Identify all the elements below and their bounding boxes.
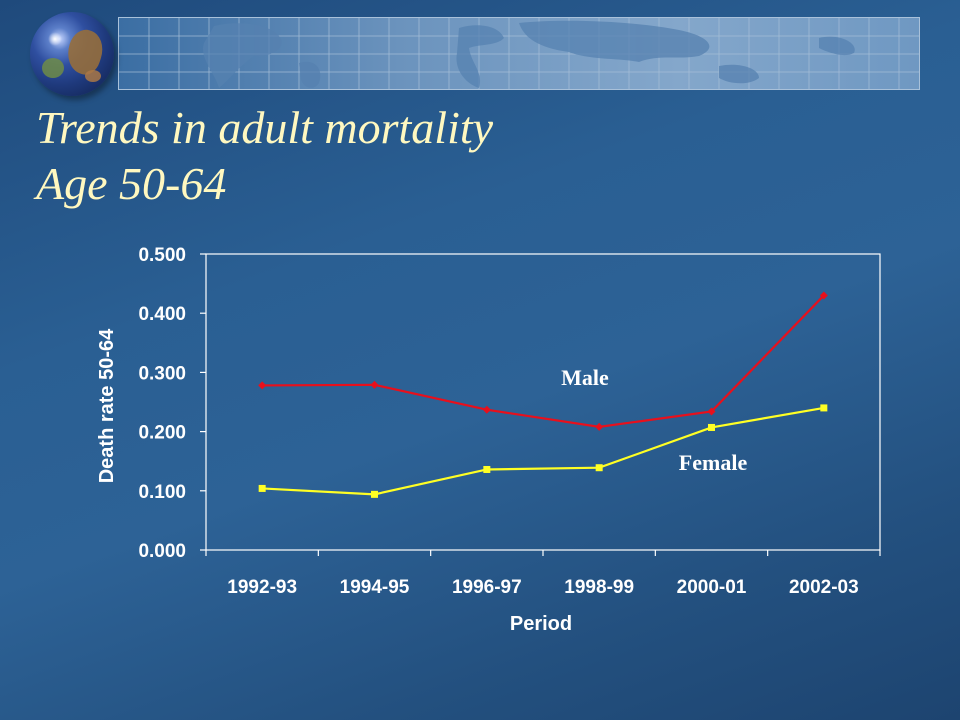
x-tick-label: 1998-99	[564, 577, 634, 598]
y-tick-label: 0.400	[138, 304, 186, 325]
world-map-decoration	[119, 18, 919, 89]
slide-title-line1: Trends in adult mortality	[36, 102, 494, 153]
male-data-point	[707, 407, 716, 416]
y-tick-label: 0.100	[138, 482, 186, 503]
x-tick-label: 2002-03	[789, 577, 859, 598]
plot-area	[205, 253, 881, 551]
male-data-point	[482, 405, 491, 414]
female-data-point	[371, 490, 378, 498]
x-axis-title: Period	[510, 613, 572, 635]
y-tick-label: 0.300	[138, 363, 186, 384]
slide-title: Trends in adult mortality Age 50-64	[36, 100, 493, 212]
female-series-line	[262, 406, 825, 496]
y-axis-title: Death rate 50-64	[96, 328, 118, 483]
male-series-label: Male	[561, 365, 609, 390]
y-tick-label: 0.500	[138, 245, 186, 266]
x-tick-label: 1992-93	[227, 577, 297, 598]
header-banner	[118, 17, 920, 90]
y-tick-label: 0.000	[138, 541, 186, 562]
female-data-point	[708, 423, 715, 431]
male-data-point	[595, 422, 604, 431]
female-series-label: Female	[679, 450, 748, 475]
female-data-point	[258, 484, 266, 492]
male-data-point	[819, 291, 828, 300]
female-data-point	[483, 465, 491, 473]
male-data-point	[370, 380, 379, 389]
female-data-point	[595, 464, 603, 472]
male-data-point	[258, 381, 267, 390]
x-tick-label: 1996-97	[452, 577, 522, 598]
x-tick-label: 1994-95	[340, 577, 410, 598]
male-series-line	[262, 294, 825, 428]
y-tick-label: 0.200	[138, 423, 186, 444]
globe-logo	[30, 12, 114, 96]
x-tick-label: 2000-01	[677, 577, 747, 598]
slide-title-line2: Age 50-64	[36, 158, 227, 209]
female-data-point	[820, 404, 828, 412]
